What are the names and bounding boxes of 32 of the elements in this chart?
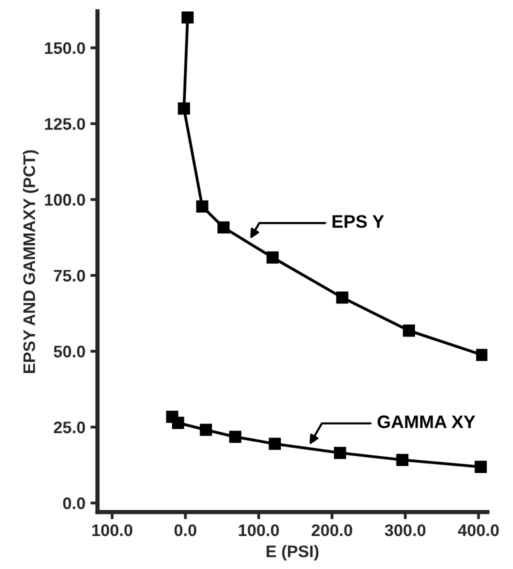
x-axis-title: E (PSI) <box>266 545 318 561</box>
legend-label: EPS Y <box>332 215 384 228</box>
point <box>196 200 208 213</box>
point <box>182 11 194 24</box>
x-tick-label: 300.0 <box>384 524 426 536</box>
x-tick-label: 400.0 <box>458 524 499 536</box>
point <box>336 291 348 304</box>
x-tick-label: 200.0 <box>312 524 352 536</box>
y-axis-title: EPSY AND GAMMAXY (PCT) <box>22 150 38 373</box>
y-tick-label: 150.0 <box>45 42 85 54</box>
y-tick-label: 25.0 <box>54 422 85 434</box>
y-tick-label: 50.0 <box>54 346 85 358</box>
y-tick-label: 75.0 <box>54 270 85 282</box>
point <box>476 348 488 361</box>
point <box>229 430 242 443</box>
x-tick-label: 100.0 <box>238 524 279 536</box>
y-tick-label: 0.0 <box>63 497 85 510</box>
x-tick-label: 0.0 <box>174 524 196 536</box>
y-tick-label: 125.0 <box>45 118 85 130</box>
point <box>334 446 346 459</box>
point <box>268 438 281 450</box>
legend-label: GAMMA XY <box>378 415 476 428</box>
point <box>200 424 212 436</box>
point <box>474 460 487 473</box>
point <box>217 221 230 234</box>
point <box>402 324 416 337</box>
point <box>172 416 184 429</box>
x-tick-label: 100.0 <box>92 524 132 536</box>
point <box>266 251 279 264</box>
y-tick-label: 100.0 <box>45 194 85 206</box>
point <box>396 454 408 466</box>
point <box>178 102 190 115</box>
